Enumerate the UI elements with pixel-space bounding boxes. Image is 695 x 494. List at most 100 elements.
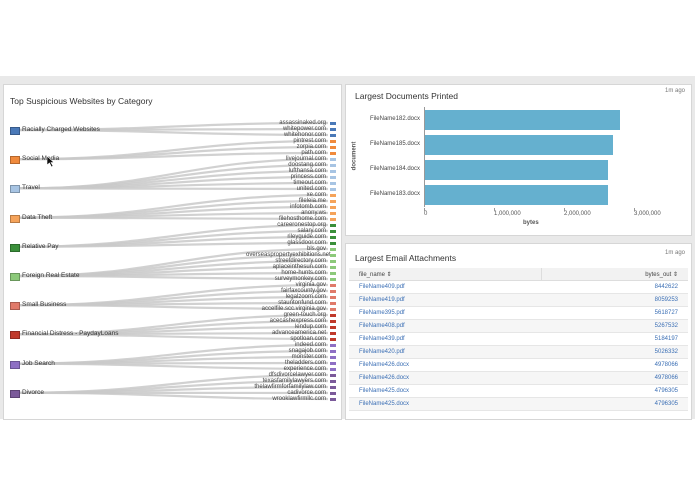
site-label[interactable]: monster.com bbox=[291, 353, 326, 360]
file-name-cell[interactable]: FileName426.docx bbox=[349, 371, 542, 385]
site-label[interactable]: princess.com bbox=[290, 173, 326, 180]
site-label[interactable]: whitehonor.com bbox=[283, 131, 326, 138]
table-row[interactable]: FileName426.docx 4978066 bbox=[349, 358, 688, 372]
site-label[interactable]: streetdirectory.com bbox=[275, 257, 326, 264]
site-label[interactable]: wrooklawfirmllc.com bbox=[272, 395, 326, 402]
site-label[interactable]: livejournal.com bbox=[285, 155, 326, 162]
site-label[interactable]: overseaspropertyexhibitions.net bbox=[246, 251, 331, 258]
category-label[interactable]: Divorce bbox=[22, 388, 45, 396]
site-swatch bbox=[330, 259, 336, 263]
site-label[interactable]: lufthansa.com bbox=[288, 167, 326, 174]
site-label[interactable]: doostang.com bbox=[288, 161, 326, 168]
suspicious-websites-panel: Top Suspicious Websites by Category Raci… bbox=[3, 84, 342, 420]
column-header-bytes-out[interactable]: bytes_out ⇕ bbox=[541, 268, 688, 281]
site-swatch bbox=[330, 175, 336, 179]
category-label[interactable]: Travel bbox=[22, 184, 40, 192]
panel-title: Largest Documents Printed bbox=[355, 91, 458, 101]
site-label[interactable]: dfsdivorcelawyer.com bbox=[268, 371, 326, 378]
table-row[interactable]: FileName419.pdf 8059253 bbox=[349, 293, 688, 307]
category-flow-chart bbox=[19, 121, 329, 401]
site-label[interactable]: lendup.com bbox=[294, 323, 326, 330]
file-name-cell[interactable]: FileName439.pdf bbox=[349, 332, 542, 346]
category-label[interactable]: Racially Charged Websites bbox=[22, 126, 100, 133]
table-row[interactable]: FileName408.pdf 5267532 bbox=[349, 319, 688, 333]
site-label[interactable]: virginia.gov bbox=[295, 281, 326, 288]
bytes-out-cell: 8442622 bbox=[541, 280, 688, 294]
table-row[interactable]: FileName420.pdf 5026332 bbox=[349, 345, 688, 359]
tick-mark bbox=[494, 208, 495, 211]
table-row[interactable]: FileName426.docx 4978066 bbox=[349, 371, 688, 385]
bytes-out-cell: 5184197 bbox=[541, 332, 688, 346]
site-swatch bbox=[330, 199, 336, 203]
site-label[interactable]: infotomb.com bbox=[289, 203, 326, 210]
file-name-cell[interactable]: FileName409.pdf bbox=[349, 280, 542, 294]
site-label[interactable]: indeed.com bbox=[294, 341, 326, 348]
site-label[interactable]: accelfile.scc.virginia.gov bbox=[261, 305, 326, 312]
site-label[interactable]: zorpia.com bbox=[296, 143, 326, 150]
table-row[interactable]: FileName425.docx 4796305 bbox=[349, 397, 688, 411]
category-swatch bbox=[10, 360, 20, 369]
table-row[interactable]: FileName409.pdf 8442622 bbox=[349, 280, 688, 294]
site-swatch bbox=[330, 247, 336, 251]
site-label[interactable]: glassdoor.com bbox=[287, 239, 326, 246]
site-label[interactable]: acecashexpress.com bbox=[269, 317, 326, 324]
site-label[interactable]: experience.com bbox=[283, 365, 326, 372]
site-label[interactable]: salary.com bbox=[297, 227, 326, 234]
file-name-cell[interactable]: FileName425.docx bbox=[349, 384, 542, 398]
site-label[interactable]: bls.gov bbox=[306, 245, 326, 252]
site-label[interactable]: rileyguide.com bbox=[287, 233, 326, 240]
file-name-cell[interactable]: FileName420.pdf bbox=[349, 345, 542, 359]
site-label[interactable]: home-hunts.com bbox=[281, 269, 326, 276]
bar[interactable] bbox=[425, 110, 620, 130]
site-label[interactable]: filehosthome.com bbox=[278, 215, 326, 222]
site-label[interactable]: fileleia.me bbox=[298, 197, 326, 204]
file-name-cell[interactable]: FileName419.pdf bbox=[349, 293, 542, 307]
file-name-cell[interactable]: FileName408.pdf bbox=[349, 319, 542, 333]
flow-link bbox=[19, 151, 329, 161]
site-label[interactable]: thelawfirmforfamilylaw.com bbox=[254, 383, 326, 390]
site-swatch bbox=[330, 187, 336, 191]
site-label[interactable]: careeronestop.org bbox=[277, 221, 326, 228]
site-label[interactable]: pintrest.com bbox=[293, 137, 326, 144]
bar[interactable] bbox=[425, 185, 608, 205]
table-row[interactable]: FileName395.pdf 5618727 bbox=[349, 306, 688, 320]
table-row[interactable]: FileName439.pdf 5184197 bbox=[349, 332, 688, 346]
table-row[interactable]: FileName425.docx 4796305 bbox=[349, 384, 688, 398]
site-label[interactable]: legalzoom.com bbox=[285, 293, 326, 300]
site-label[interactable]: snagajob.com bbox=[288, 347, 326, 354]
site-label[interactable]: aplaceinthesun.com bbox=[272, 263, 326, 270]
category-label[interactable]: Financial Distress - PaydayLoans bbox=[22, 330, 119, 338]
site-label[interactable]: theladders.com bbox=[284, 359, 326, 366]
category-label[interactable]: Foreign Real Estate bbox=[22, 272, 80, 279]
site-label[interactable]: whitepower.com bbox=[282, 125, 326, 132]
site-label[interactable]: united.com bbox=[296, 185, 326, 192]
flow-link bbox=[19, 216, 329, 221]
bytes-out-cell: 5267532 bbox=[541, 319, 688, 333]
site-label[interactable]: advanceamerica.net bbox=[271, 329, 326, 336]
site-label[interactable]: path.com bbox=[301, 149, 326, 156]
category-label[interactable]: Data Theft bbox=[22, 213, 53, 221]
site-label[interactable]: fairfaxcounty.gov bbox=[281, 287, 326, 294]
site-label[interactable]: assassinaked.org bbox=[279, 119, 326, 126]
site-label[interactable]: surveymonkey.com bbox=[274, 275, 326, 282]
site-label[interactable]: spotloan.com bbox=[290, 335, 326, 342]
category-label[interactable]: Relative Pay bbox=[22, 242, 59, 250]
site-label[interactable]: cadivorce.com bbox=[287, 389, 326, 396]
site-label[interactable]: green-touch.org bbox=[283, 311, 326, 318]
documents-printed-panel: Largest Documents Printed 1m ago FileNam… bbox=[345, 84, 692, 236]
file-name-cell[interactable]: FileName425.docx bbox=[349, 397, 542, 411]
column-header-file-name[interactable]: file_name ⇕ bbox=[349, 268, 543, 281]
file-name-cell[interactable]: FileName395.pdf bbox=[349, 306, 542, 320]
site-label[interactable]: texasfamilylawyers.com bbox=[262, 377, 326, 384]
site-label[interactable]: anony.ws bbox=[301, 209, 326, 216]
site-swatch bbox=[330, 391, 336, 395]
category-label[interactable]: Job Search bbox=[22, 359, 55, 367]
file-name-cell[interactable]: FileName426.docx bbox=[349, 358, 542, 372]
bar[interactable] bbox=[425, 135, 613, 155]
category-label[interactable]: Social Media bbox=[22, 155, 60, 163]
bar[interactable] bbox=[425, 160, 609, 180]
site-label[interactable]: xe.com bbox=[306, 191, 326, 198]
site-label[interactable]: stauntonfund.com bbox=[278, 299, 326, 306]
site-label[interactable]: timeout.com bbox=[293, 179, 326, 186]
category-label[interactable]: Small Business bbox=[22, 301, 67, 309]
